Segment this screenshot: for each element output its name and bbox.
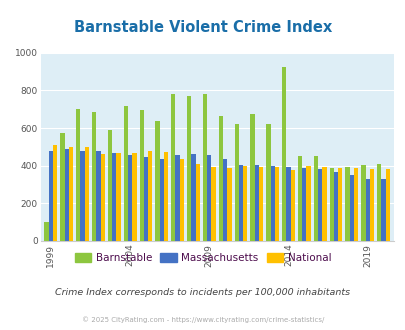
Bar bbox=[80, 150, 85, 241]
Bar bbox=[207, 155, 211, 241]
Bar bbox=[297, 156, 301, 241]
Legend: Barnstable, Massachusetts, National: Barnstable, Massachusetts, National bbox=[70, 249, 335, 267]
Bar bbox=[175, 155, 179, 241]
Bar bbox=[290, 170, 294, 241]
Bar bbox=[143, 157, 148, 241]
Bar bbox=[274, 167, 278, 241]
Bar bbox=[313, 156, 317, 241]
Bar bbox=[76, 109, 80, 241]
Bar bbox=[132, 153, 136, 241]
Bar bbox=[345, 167, 349, 241]
Bar bbox=[281, 67, 286, 241]
Text: Crime Index corresponds to incidents per 100,000 inhabitants: Crime Index corresponds to incidents per… bbox=[55, 288, 350, 297]
Bar bbox=[211, 167, 215, 241]
Bar bbox=[243, 166, 247, 241]
Bar bbox=[385, 169, 389, 241]
Bar bbox=[222, 159, 227, 241]
Bar bbox=[164, 151, 168, 241]
Bar bbox=[266, 124, 270, 241]
Bar bbox=[159, 159, 164, 241]
Bar bbox=[96, 150, 100, 241]
Bar bbox=[139, 110, 143, 241]
Bar bbox=[329, 168, 333, 241]
Bar bbox=[337, 169, 341, 241]
Bar bbox=[250, 114, 254, 241]
Bar bbox=[376, 164, 380, 241]
Bar bbox=[53, 145, 57, 241]
Bar bbox=[60, 133, 64, 241]
Bar bbox=[187, 96, 191, 241]
Bar bbox=[85, 147, 89, 241]
Bar bbox=[155, 121, 159, 241]
Bar bbox=[64, 149, 69, 241]
Text: © 2025 CityRating.com - https://www.cityrating.com/crime-statistics/: © 2025 CityRating.com - https://www.city… bbox=[82, 317, 323, 323]
Bar bbox=[306, 166, 310, 241]
Bar bbox=[258, 167, 262, 241]
Bar bbox=[45, 222, 49, 241]
Bar bbox=[238, 165, 243, 241]
Bar bbox=[349, 175, 353, 241]
Bar bbox=[218, 116, 222, 241]
Bar bbox=[49, 150, 53, 241]
Bar bbox=[270, 166, 274, 241]
Bar bbox=[148, 150, 152, 241]
Bar bbox=[202, 94, 207, 241]
Bar bbox=[116, 153, 120, 241]
Bar bbox=[380, 179, 385, 241]
Bar bbox=[128, 155, 132, 241]
Bar bbox=[364, 179, 369, 241]
Bar bbox=[179, 159, 183, 241]
Text: Barnstable Violent Crime Index: Barnstable Violent Crime Index bbox=[74, 20, 331, 35]
Bar bbox=[322, 167, 326, 241]
Bar bbox=[254, 165, 258, 241]
Bar bbox=[112, 153, 116, 241]
Bar bbox=[92, 112, 96, 241]
Bar bbox=[286, 167, 290, 241]
Bar bbox=[69, 147, 73, 241]
Bar bbox=[191, 154, 195, 241]
Bar bbox=[301, 169, 306, 241]
Bar bbox=[171, 94, 175, 241]
Bar bbox=[195, 164, 199, 241]
Bar bbox=[234, 124, 238, 241]
Bar bbox=[100, 154, 104, 241]
Bar bbox=[227, 168, 231, 241]
Bar bbox=[333, 172, 337, 241]
Bar bbox=[360, 165, 364, 241]
Bar bbox=[369, 169, 373, 241]
Bar bbox=[124, 106, 128, 241]
Bar bbox=[353, 169, 357, 241]
Bar bbox=[108, 130, 112, 241]
Bar bbox=[317, 169, 322, 241]
